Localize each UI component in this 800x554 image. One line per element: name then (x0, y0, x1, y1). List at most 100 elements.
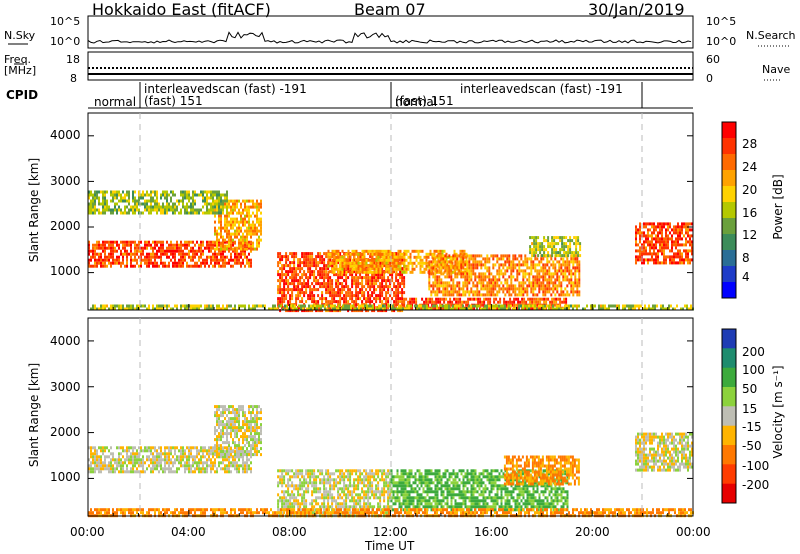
power-cell (538, 272, 541, 276)
power-cell (548, 284, 551, 288)
velocity-cell (164, 470, 166, 474)
power-cell (226, 247, 228, 251)
power-cell (188, 264, 190, 268)
power-cell (533, 242, 536, 246)
power-cell (214, 214, 216, 218)
power-cell (659, 243, 661, 247)
power-cell (575, 236, 578, 240)
velocity-cell (94, 446, 96, 450)
power-cell (442, 281, 445, 285)
velocity-cell (118, 455, 120, 459)
power-cell (210, 196, 212, 200)
power-cell (425, 297, 428, 301)
power-cell (361, 276, 364, 280)
power-cell (419, 270, 422, 274)
power-cell (439, 297, 442, 301)
power-cell (196, 264, 198, 268)
power-cell (248, 229, 250, 233)
power-cell (214, 264, 216, 268)
power-cell (484, 272, 487, 276)
power-cell (534, 278, 537, 282)
power-cell (502, 266, 505, 270)
power-cell (435, 267, 438, 271)
power-cell (504, 304, 506, 308)
power-cell (351, 309, 354, 313)
velocity-cell (152, 470, 154, 474)
power-cell (311, 294, 314, 298)
power-cell (206, 211, 208, 215)
power-cell (649, 228, 651, 232)
power-cell (144, 205, 146, 209)
power-cell (395, 264, 398, 268)
power-cell (240, 229, 242, 233)
power-cell (192, 304, 194, 308)
velocity-cell (140, 449, 142, 453)
power-cell (428, 281, 431, 285)
power-cell (401, 258, 404, 262)
power-cell (393, 285, 396, 289)
power-cell (277, 288, 280, 292)
power-cell (377, 276, 380, 280)
power-cell (341, 258, 344, 262)
nave-tick-low: 0 (706, 72, 713, 85)
power-cell (415, 258, 418, 262)
power-cell (108, 205, 110, 209)
power-cell (379, 258, 382, 262)
power-cell (492, 254, 495, 258)
velocity-cell (216, 470, 218, 474)
power-cell (367, 264, 370, 268)
power-cell (299, 270, 302, 274)
power-cell (337, 270, 340, 274)
power-cell (120, 196, 122, 200)
power-cell (480, 284, 483, 288)
power-cell (168, 304, 170, 308)
power-cell (568, 281, 571, 285)
power-cell (474, 263, 477, 267)
power-cell (564, 269, 567, 273)
power-cell (397, 279, 400, 283)
power-cell (232, 247, 234, 251)
power-cell (144, 193, 146, 197)
power-cell (222, 211, 224, 215)
power-cell (563, 300, 566, 304)
power-cell (188, 243, 190, 247)
power-cell (438, 275, 441, 279)
velocity-cell (194, 470, 196, 474)
power-cell (126, 261, 128, 265)
power-cell (242, 247, 244, 251)
power-cell (528, 272, 531, 276)
cpid-segment-interleaved-2: interleavedscan (fast) -191 (460, 82, 623, 96)
velocity-ytick-4000: 4000 (50, 334, 81, 348)
power-cell (152, 240, 154, 244)
power-cell (274, 307, 276, 311)
power-cell (196, 307, 198, 311)
power-cell (258, 202, 260, 206)
power-cell (291, 267, 294, 271)
power-cell (567, 251, 570, 255)
power-cell (577, 242, 580, 246)
power-cell (653, 222, 655, 226)
power-cell (480, 278, 483, 282)
power-cell (166, 199, 168, 203)
power-cell (481, 303, 484, 307)
power-cell (230, 232, 232, 236)
power-cell (647, 222, 649, 226)
velocity-cell (214, 464, 216, 468)
power-cell (248, 252, 250, 256)
power-cell (470, 304, 472, 308)
power-cell (184, 193, 186, 197)
power-cell (148, 264, 150, 268)
power-cell (541, 245, 544, 249)
power-cell (659, 237, 661, 241)
power-cell (204, 246, 206, 250)
power-cell (357, 282, 360, 286)
power-cell (566, 269, 569, 273)
power-cell (324, 307, 326, 311)
power-cell (200, 190, 202, 194)
nsearch-label: N.Search (746, 29, 796, 42)
power-cell (341, 264, 344, 268)
velocity-cell (220, 455, 222, 459)
power-cell (148, 199, 150, 203)
power-cell (502, 275, 505, 279)
velocity-cell (104, 458, 106, 462)
